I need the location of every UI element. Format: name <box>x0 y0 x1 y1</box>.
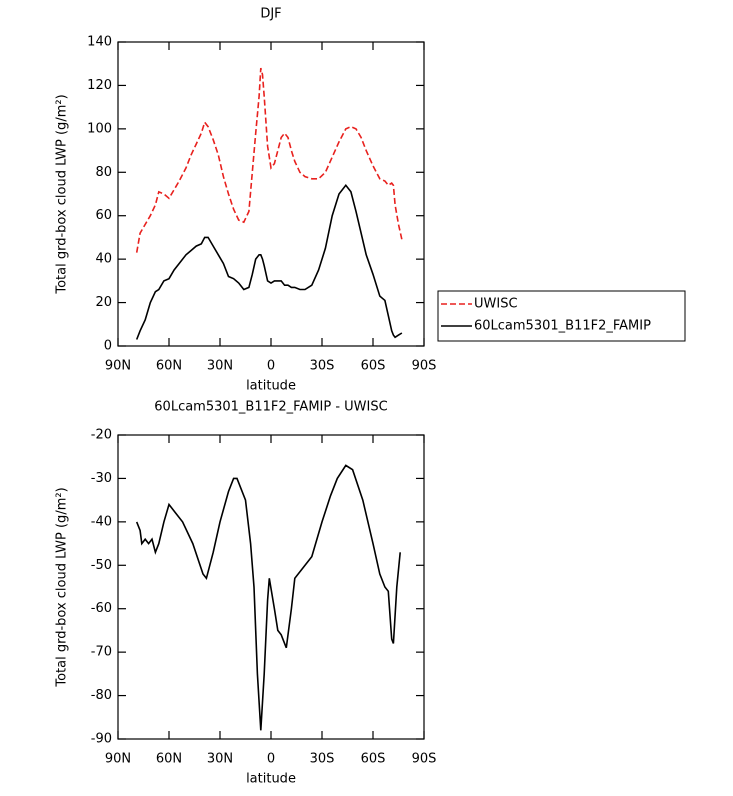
y-tick-label: -60 <box>91 601 112 616</box>
legend-label: 60Lcam5301_B11F2_FAMIP <box>474 319 651 334</box>
chart-title: 60Lcam5301_B11F2_FAMIP - UWISC <box>154 400 387 415</box>
y-axis-label: Total grd-box cloud LWP (g/m²) <box>55 94 70 294</box>
x-tick-label: 90N <box>105 359 131 374</box>
panel: DJF 90N 60N 30N 0 30S 60S 90S 0 20 40 60 80 100 120 140… <box>55 7 686 394</box>
x-tick-label: 60S <box>361 359 386 374</box>
y-tick-label: -30 <box>91 471 112 486</box>
x-tick-label: 30N <box>207 359 233 374</box>
x-tick-label: 60S <box>361 752 386 767</box>
chart-title: DJF <box>260 7 281 22</box>
data-line <box>135 184 403 340</box>
x-axis-label: latitude <box>246 772 296 787</box>
y-tick-label: -90 <box>91 732 112 747</box>
y-tick-label: -50 <box>91 558 112 573</box>
y-tick-label: -70 <box>91 645 112 660</box>
x-tick-label: 30S <box>310 752 335 767</box>
data-line <box>135 67 403 253</box>
x-axis-label: latitude <box>246 379 296 394</box>
y-tick-label: 140 <box>87 35 112 50</box>
y-tick-label: 100 <box>87 121 112 136</box>
legend-box <box>437 290 686 342</box>
x-tick-label: 30S <box>310 359 335 374</box>
x-tick-label: 0 <box>267 752 275 767</box>
y-tick-label: -80 <box>91 688 112 703</box>
x-tick-label: 60N <box>156 752 182 767</box>
data-line <box>135 464 401 731</box>
y-tick-label: 60 <box>95 208 112 223</box>
x-tick-label: 30N <box>207 752 233 767</box>
panel: 60Lcam5301_B11F2_FAMIP - UWISC 90N 60N 30N 0… <box>55 400 437 787</box>
y-tick-label: 120 <box>87 78 112 93</box>
y-tick-label: -20 <box>91 428 112 443</box>
x-tick-label: 90S <box>412 752 437 767</box>
x-tick-label: 60N <box>156 359 182 374</box>
x-tick-label: 90N <box>105 752 131 767</box>
x-tick-label: 0 <box>267 359 275 374</box>
y-tick-label: -40 <box>91 514 112 529</box>
x-tick-label: 90S <box>412 359 437 374</box>
y-tick-label: 20 <box>95 295 112 310</box>
plot-frame <box>117 41 425 347</box>
y-axis-label: Total grd-box cloud LWP (g/m²) <box>55 487 70 687</box>
y-tick-label: 40 <box>95 252 112 267</box>
y-tick-label: 0 <box>104 339 112 354</box>
y-tick-label: 80 <box>95 165 112 180</box>
legend-label: UWISC <box>474 297 518 312</box>
